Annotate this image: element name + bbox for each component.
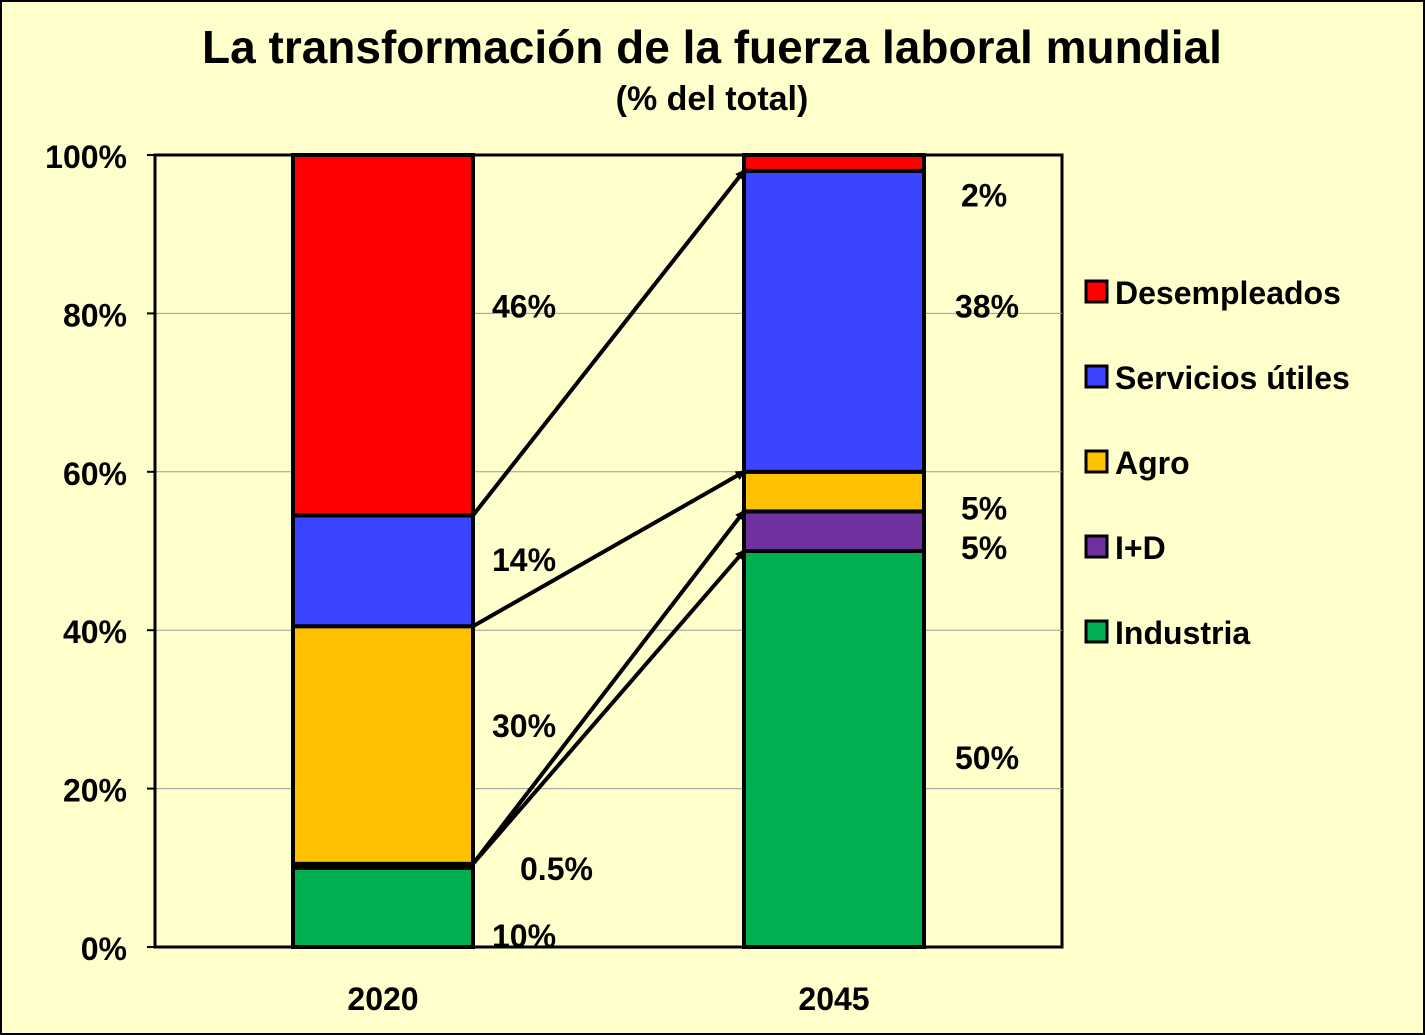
y-tick-label: 80%: [63, 297, 127, 333]
legend-label: I+D: [1115, 530, 1166, 566]
transition-arrow: [472, 470, 746, 628]
legend-label: Desempleados: [1115, 275, 1341, 311]
data-label-2020: 30%: [492, 708, 556, 744]
bar-segment-2045-desempleados: [742, 153, 926, 173]
y-tick-label: 100%: [45, 139, 127, 175]
y-tick-label: 0%: [81, 931, 127, 967]
x-tick-label-2020: 2020: [347, 981, 418, 1017]
legend-label: Agro: [1115, 445, 1190, 481]
y-tick-label: 40%: [63, 614, 127, 650]
bar-segment-2020-industria: [291, 865, 475, 949]
legend-swatch-desempleados: [1084, 279, 1109, 304]
bar-segment-2045-i-d: [742, 509, 926, 553]
bar-segment-2045-industria: [742, 549, 926, 949]
data-label-2020: 10%: [492, 918, 556, 954]
data-label-2045: 38%: [955, 288, 1019, 324]
x-tick-label-2045: 2045: [798, 981, 869, 1017]
data-label-2045: 50%: [955, 740, 1019, 776]
bar-segment-2020-servicios-tiles: [291, 513, 475, 629]
data-label-2020: 0.5%: [520, 851, 593, 887]
transition-arrow: [471, 509, 746, 866]
legend-swatch-industria: [1084, 619, 1109, 644]
y-tick-label: 20%: [63, 773, 127, 809]
y-tick-label: 60%: [63, 456, 127, 492]
bar-segment-2045-agro: [742, 469, 926, 514]
bar-segment-2045-servicios-tiles: [742, 168, 926, 474]
transition-arrow: [471, 549, 746, 866]
legend-swatch-i-d: [1084, 534, 1109, 559]
legend: Desempleados Servicios útiles Agro I+D Indus…: [1084, 275, 1350, 651]
bar-segment-2020-desempleados: [291, 153, 475, 518]
legend-swatch-agro: [1084, 449, 1109, 474]
data-label-2045: 2%: [961, 178, 1007, 214]
legend-label: Servicios útiles: [1115, 360, 1350, 396]
legend-swatch-servicios-tiles: [1084, 364, 1109, 389]
legend-label: Industria: [1115, 615, 1250, 651]
chart-subtitle: (% del total): [616, 80, 809, 118]
data-label-2020: 46%: [492, 288, 556, 324]
data-label-2020: 14%: [492, 542, 556, 578]
data-label-2045: 5%: [961, 530, 1007, 566]
transition-arrow: [471, 169, 746, 517]
data-label-2045: 5%: [961, 490, 1007, 526]
bar-segment-2020-agro: [291, 624, 475, 866]
plot-area: 0% 20% 40% 60% 80% 100% 2020 2045 46% 14% 30% 0.5% 1…: [45, 139, 1064, 1017]
chart-title: La transformación de la fuerza laboral m…: [202, 21, 1222, 73]
